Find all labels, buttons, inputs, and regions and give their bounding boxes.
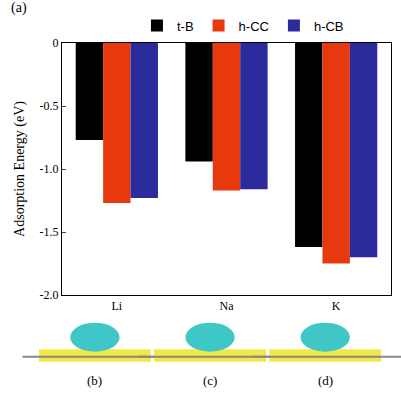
- svg-text:-1.5: -1.5: [40, 225, 59, 239]
- svg-text:(b): (b): [87, 373, 102, 388]
- svg-text:(c): (c): [203, 373, 217, 388]
- svg-text:h-CC: h-CC: [239, 19, 269, 34]
- svg-text:0: 0: [53, 36, 59, 50]
- svg-text:-0.5: -0.5: [40, 99, 59, 113]
- svg-text:Li: Li: [111, 299, 122, 313]
- svg-text:(a): (a): [11, 0, 27, 16]
- svg-text:-1.0: -1.0: [40, 162, 59, 176]
- svg-text:Na: Na: [220, 299, 235, 313]
- svg-text:h-CB: h-CB: [314, 19, 344, 34]
- svg-text:(d): (d): [318, 373, 333, 388]
- svg-text:Adsorption Energy (eV): Adsorption Energy (eV): [12, 101, 28, 237]
- svg-text:K: K: [332, 299, 341, 313]
- svg-text:-2.0: -2.0: [40, 288, 59, 302]
- svg-text:t-B: t-B: [177, 19, 194, 34]
